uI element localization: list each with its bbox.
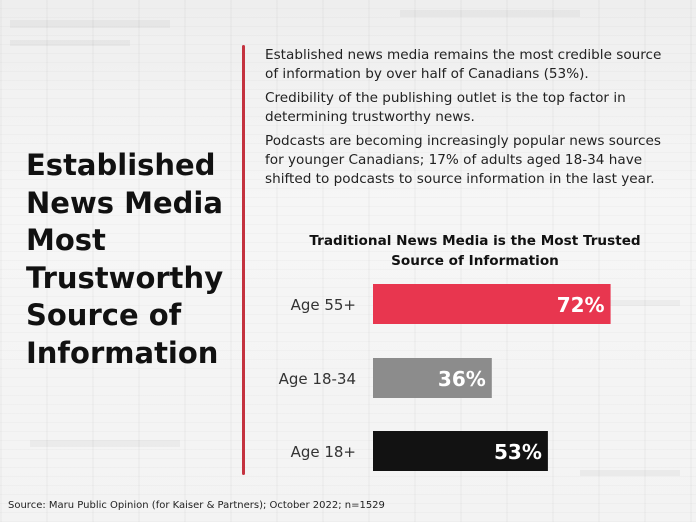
title-line: Established bbox=[26, 148, 216, 182]
bar bbox=[373, 358, 492, 398]
page-title: Established News Media Most Trustworthy … bbox=[26, 147, 241, 372]
bar bbox=[373, 431, 548, 471]
bar-chart: Age 55+ 72% Age 18-34 36% Age 18+ 53% bbox=[279, 284, 611, 471]
data-label: 72% bbox=[557, 293, 605, 317]
finding-text: Credibility of the publishing outlet is … bbox=[265, 90, 626, 125]
finding-text: Established news media remains the most … bbox=[265, 47, 662, 82]
title-line: Source of bbox=[26, 298, 182, 332]
title-line: Most bbox=[26, 223, 106, 257]
finding-text: Podcasts are becoming increasingly popul… bbox=[265, 133, 661, 187]
title-line: Information bbox=[26, 335, 219, 370]
title-line: News Media bbox=[26, 185, 223, 220]
key-findings: Established news media remains the most … bbox=[265, 46, 665, 194]
title-line: Trustworthy bbox=[26, 260, 224, 295]
data-label: 53% bbox=[494, 440, 542, 464]
data-label: 36% bbox=[438, 367, 486, 391]
category-label: Age 55+ bbox=[291, 296, 356, 314]
bar bbox=[373, 284, 611, 324]
vertical-divider bbox=[242, 45, 245, 475]
category-label: Age 18-34 bbox=[279, 370, 356, 388]
source-note: Source: Maru Public Opinion (for Kaiser … bbox=[8, 500, 385, 511]
category-label: Age 18+ bbox=[291, 443, 356, 461]
chart-title: Traditional News Media is the Most Trust… bbox=[309, 233, 641, 269]
